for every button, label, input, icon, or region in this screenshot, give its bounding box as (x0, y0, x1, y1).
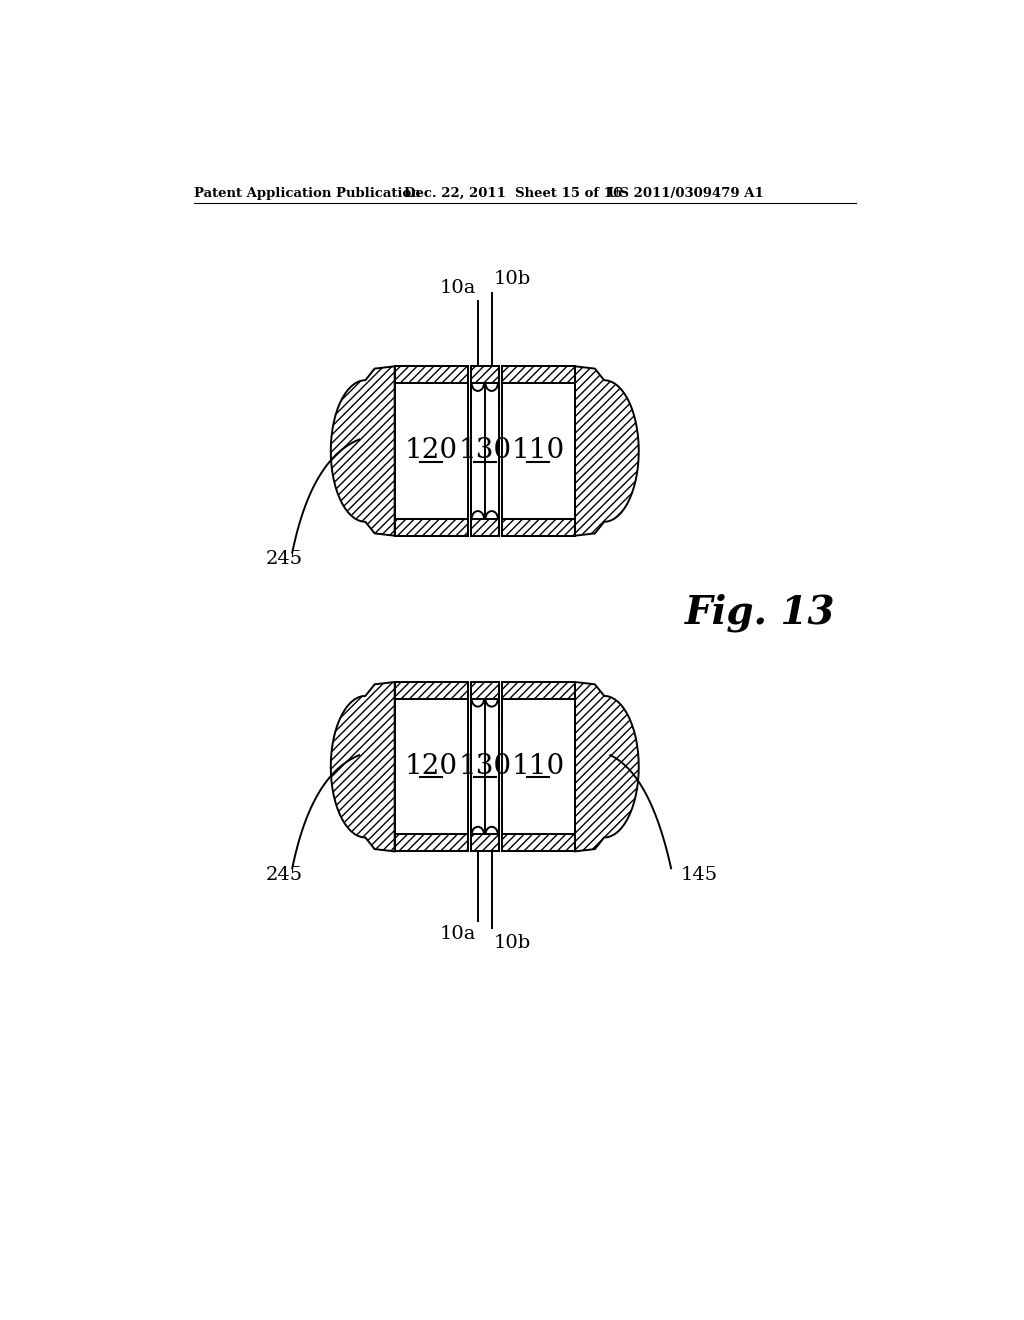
FancyBboxPatch shape (502, 700, 574, 834)
Text: 120: 120 (404, 754, 458, 780)
Text: 120: 120 (404, 437, 458, 465)
Text: Patent Application Publication: Patent Application Publication (194, 187, 421, 199)
Text: 245: 245 (265, 866, 302, 883)
Polygon shape (574, 367, 639, 536)
FancyBboxPatch shape (486, 725, 499, 808)
FancyBboxPatch shape (471, 409, 483, 492)
Polygon shape (502, 682, 574, 700)
Polygon shape (471, 519, 499, 536)
Polygon shape (394, 367, 468, 383)
Polygon shape (394, 682, 468, 700)
Polygon shape (331, 367, 394, 536)
Text: 10a: 10a (439, 924, 475, 942)
FancyBboxPatch shape (394, 700, 468, 834)
FancyBboxPatch shape (471, 383, 499, 519)
Text: 130: 130 (458, 754, 511, 780)
Polygon shape (394, 519, 468, 536)
Polygon shape (471, 834, 499, 851)
Text: 10b: 10b (494, 269, 531, 288)
FancyBboxPatch shape (502, 383, 574, 519)
Polygon shape (471, 682, 499, 700)
Text: Dec. 22, 2011  Sheet 15 of 16: Dec. 22, 2011 Sheet 15 of 16 (403, 187, 622, 199)
Polygon shape (502, 367, 574, 383)
FancyBboxPatch shape (471, 725, 483, 808)
Text: 130: 130 (458, 437, 511, 465)
Polygon shape (331, 682, 394, 851)
FancyBboxPatch shape (486, 409, 499, 492)
Text: 10b: 10b (494, 933, 531, 952)
Polygon shape (574, 682, 639, 851)
Text: 145: 145 (681, 866, 718, 883)
Text: 10a: 10a (439, 279, 475, 297)
Polygon shape (502, 834, 574, 851)
FancyBboxPatch shape (471, 700, 499, 834)
Polygon shape (394, 834, 468, 851)
Text: 245: 245 (265, 550, 302, 568)
Text: 110: 110 (512, 754, 565, 780)
FancyBboxPatch shape (394, 383, 468, 519)
Polygon shape (502, 519, 574, 536)
Text: Fig. 13: Fig. 13 (685, 594, 836, 632)
Text: US 2011/0309479 A1: US 2011/0309479 A1 (608, 187, 764, 199)
Polygon shape (471, 367, 499, 383)
Text: 110: 110 (512, 437, 565, 465)
